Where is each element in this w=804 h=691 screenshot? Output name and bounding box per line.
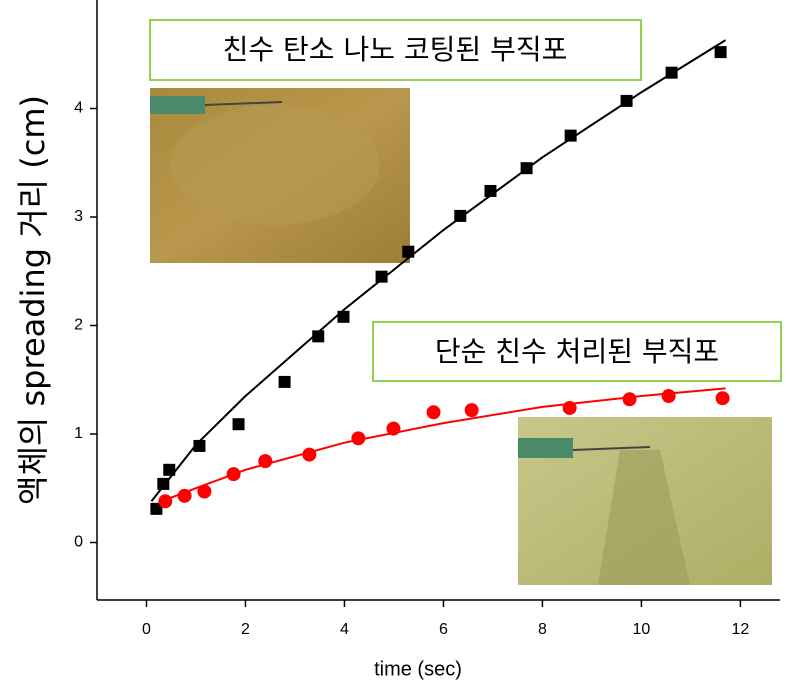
- point: [623, 392, 637, 406]
- point: [227, 467, 241, 481]
- point: [563, 401, 577, 415]
- point: [351, 431, 365, 445]
- point: [484, 185, 496, 197]
- point: [521, 162, 533, 174]
- point: [402, 246, 414, 258]
- x-tick-label: 8: [538, 621, 547, 638]
- point: [565, 130, 577, 142]
- point: [666, 67, 678, 79]
- annotation: 친수 탄소 나노 코팅된 부직포: [223, 33, 568, 66]
- point: [465, 403, 479, 417]
- point: [337, 311, 349, 323]
- point: [716, 391, 730, 405]
- y-tick-label: 1: [74, 425, 83, 442]
- point: [662, 389, 676, 403]
- chart: 친수 탄소 나노 코팅된 부직포 단순 친수 처리된 부직포 time (sec…: [0, 0, 804, 691]
- inset-photo-top: [150, 88, 410, 263]
- point: [157, 478, 169, 490]
- x-tick-label: 10: [633, 621, 651, 638]
- point: [193, 440, 205, 452]
- point: [279, 376, 291, 388]
- page: {"chart_data": { "type": "scatter", "x_l…: [0, 0, 804, 691]
- y-tick-label: 0: [74, 534, 83, 551]
- point: [312, 330, 324, 342]
- y-tick-label: 2: [74, 317, 83, 334]
- x-tick-label: 6: [439, 621, 448, 638]
- point: [621, 95, 633, 107]
- x-tick-label: 4: [340, 621, 349, 638]
- y-tick-label: 4: [74, 100, 83, 117]
- point: [427, 405, 441, 419]
- point: [454, 210, 466, 222]
- inset-photo-bottom: [518, 417, 772, 585]
- point: [376, 271, 388, 283]
- point: [302, 448, 316, 462]
- point: [178, 489, 192, 503]
- point: [158, 494, 172, 508]
- annotation: 단순 친수 처리된 부직포: [435, 335, 719, 368]
- point: [258, 454, 272, 468]
- x-tick-label: 2: [241, 621, 250, 638]
- point: [715, 46, 727, 58]
- y-tick-label: 3: [74, 208, 83, 225]
- point: [197, 485, 211, 499]
- point: [233, 418, 245, 430]
- x-axis-label: time (sec): [374, 658, 462, 680]
- x-tick-label: 0: [142, 621, 151, 638]
- point: [163, 464, 175, 476]
- x-tick-label: 12: [732, 621, 750, 638]
- y-axis-label: 액체의 spreading 거리 (cm): [14, 95, 52, 505]
- point: [386, 422, 400, 436]
